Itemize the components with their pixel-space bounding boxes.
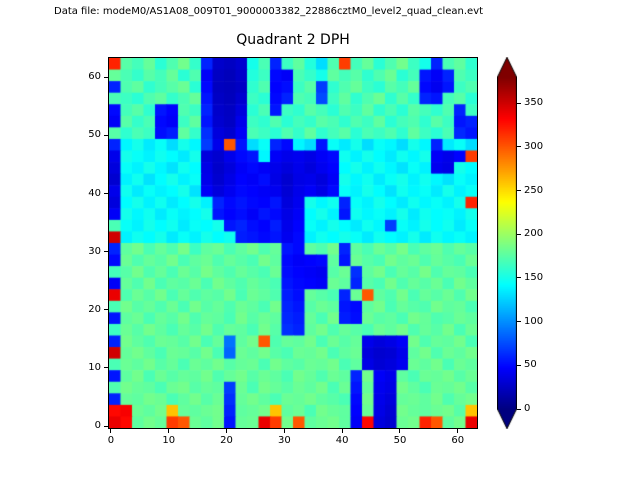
- colorbar-tickmark: [517, 190, 521, 192]
- colorbar-tick-label: 100: [524, 315, 544, 327]
- y-axis-tickmark: [104, 309, 108, 311]
- colorbar-tickmark: [517, 146, 521, 148]
- colorbar-tickmark: [517, 364, 521, 366]
- colorbar-tick-label: 150: [524, 271, 544, 283]
- y-axis-tick-label: 20: [88, 303, 101, 315]
- x-axis-tick-label: 20: [220, 435, 233, 446]
- colorbar-canvas: [497, 57, 517, 429]
- y-axis-tickmark: [104, 251, 108, 253]
- x-axis-tickmark: [399, 429, 401, 433]
- data-file-label: Data file: modeM0/AS1A08_009T01_90000033…: [54, 6, 484, 17]
- x-axis-tickmark: [110, 429, 112, 433]
- x-axis-tick-label: 10: [162, 435, 176, 446]
- x-axis-tick-label: 50: [393, 435, 407, 446]
- colorbar-tick-label: 350: [524, 97, 544, 109]
- y-axis-tick-label: 60: [88, 71, 101, 83]
- colorbar-tick-label: 300: [524, 140, 544, 152]
- y-axis-tickmark: [104, 367, 108, 369]
- x-axis-tickmark: [457, 429, 459, 433]
- colorbar: [497, 57, 517, 429]
- x-axis-tick-label: 40: [335, 435, 349, 446]
- colorbar-tick-label: 200: [524, 228, 544, 240]
- y-axis-tickmark: [104, 193, 108, 195]
- x-axis-tickmark: [226, 429, 228, 433]
- x-axis-tick-label: 0: [107, 435, 115, 446]
- y-axis-tick-label: 50: [88, 129, 101, 141]
- colorbar-tickmark: [517, 321, 521, 323]
- heatmap-plot: [108, 57, 478, 429]
- y-axis-tick-label: 30: [88, 245, 101, 257]
- x-axis-tickmark: [168, 429, 170, 433]
- colorbar-tickmark: [517, 102, 521, 104]
- x-axis-tick-label: 60: [451, 435, 465, 446]
- y-axis-tick-label: 40: [88, 187, 101, 199]
- y-axis-tick-label: 0: [94, 420, 101, 432]
- heatmap-canvas: [109, 58, 477, 428]
- x-axis-tick-label: 30: [277, 435, 291, 446]
- colorbar-tickmark: [517, 408, 521, 410]
- x-axis-tickmark: [341, 429, 343, 433]
- colorbar-tick-label: 250: [524, 184, 544, 196]
- colorbar-tickmark: [517, 277, 521, 279]
- plot-title: Quadrant 2 DPH: [236, 32, 350, 48]
- y-axis-tickmark: [104, 134, 108, 136]
- colorbar-tickmark: [517, 233, 521, 235]
- colorbar-tick-label: 50: [524, 359, 537, 371]
- y-axis-tickmark: [104, 425, 108, 427]
- y-axis-tick-label: 10: [88, 361, 101, 373]
- colorbar-tick-label: 0: [524, 403, 531, 414]
- x-axis-tickmark: [283, 429, 285, 433]
- y-axis-tickmark: [104, 76, 108, 78]
